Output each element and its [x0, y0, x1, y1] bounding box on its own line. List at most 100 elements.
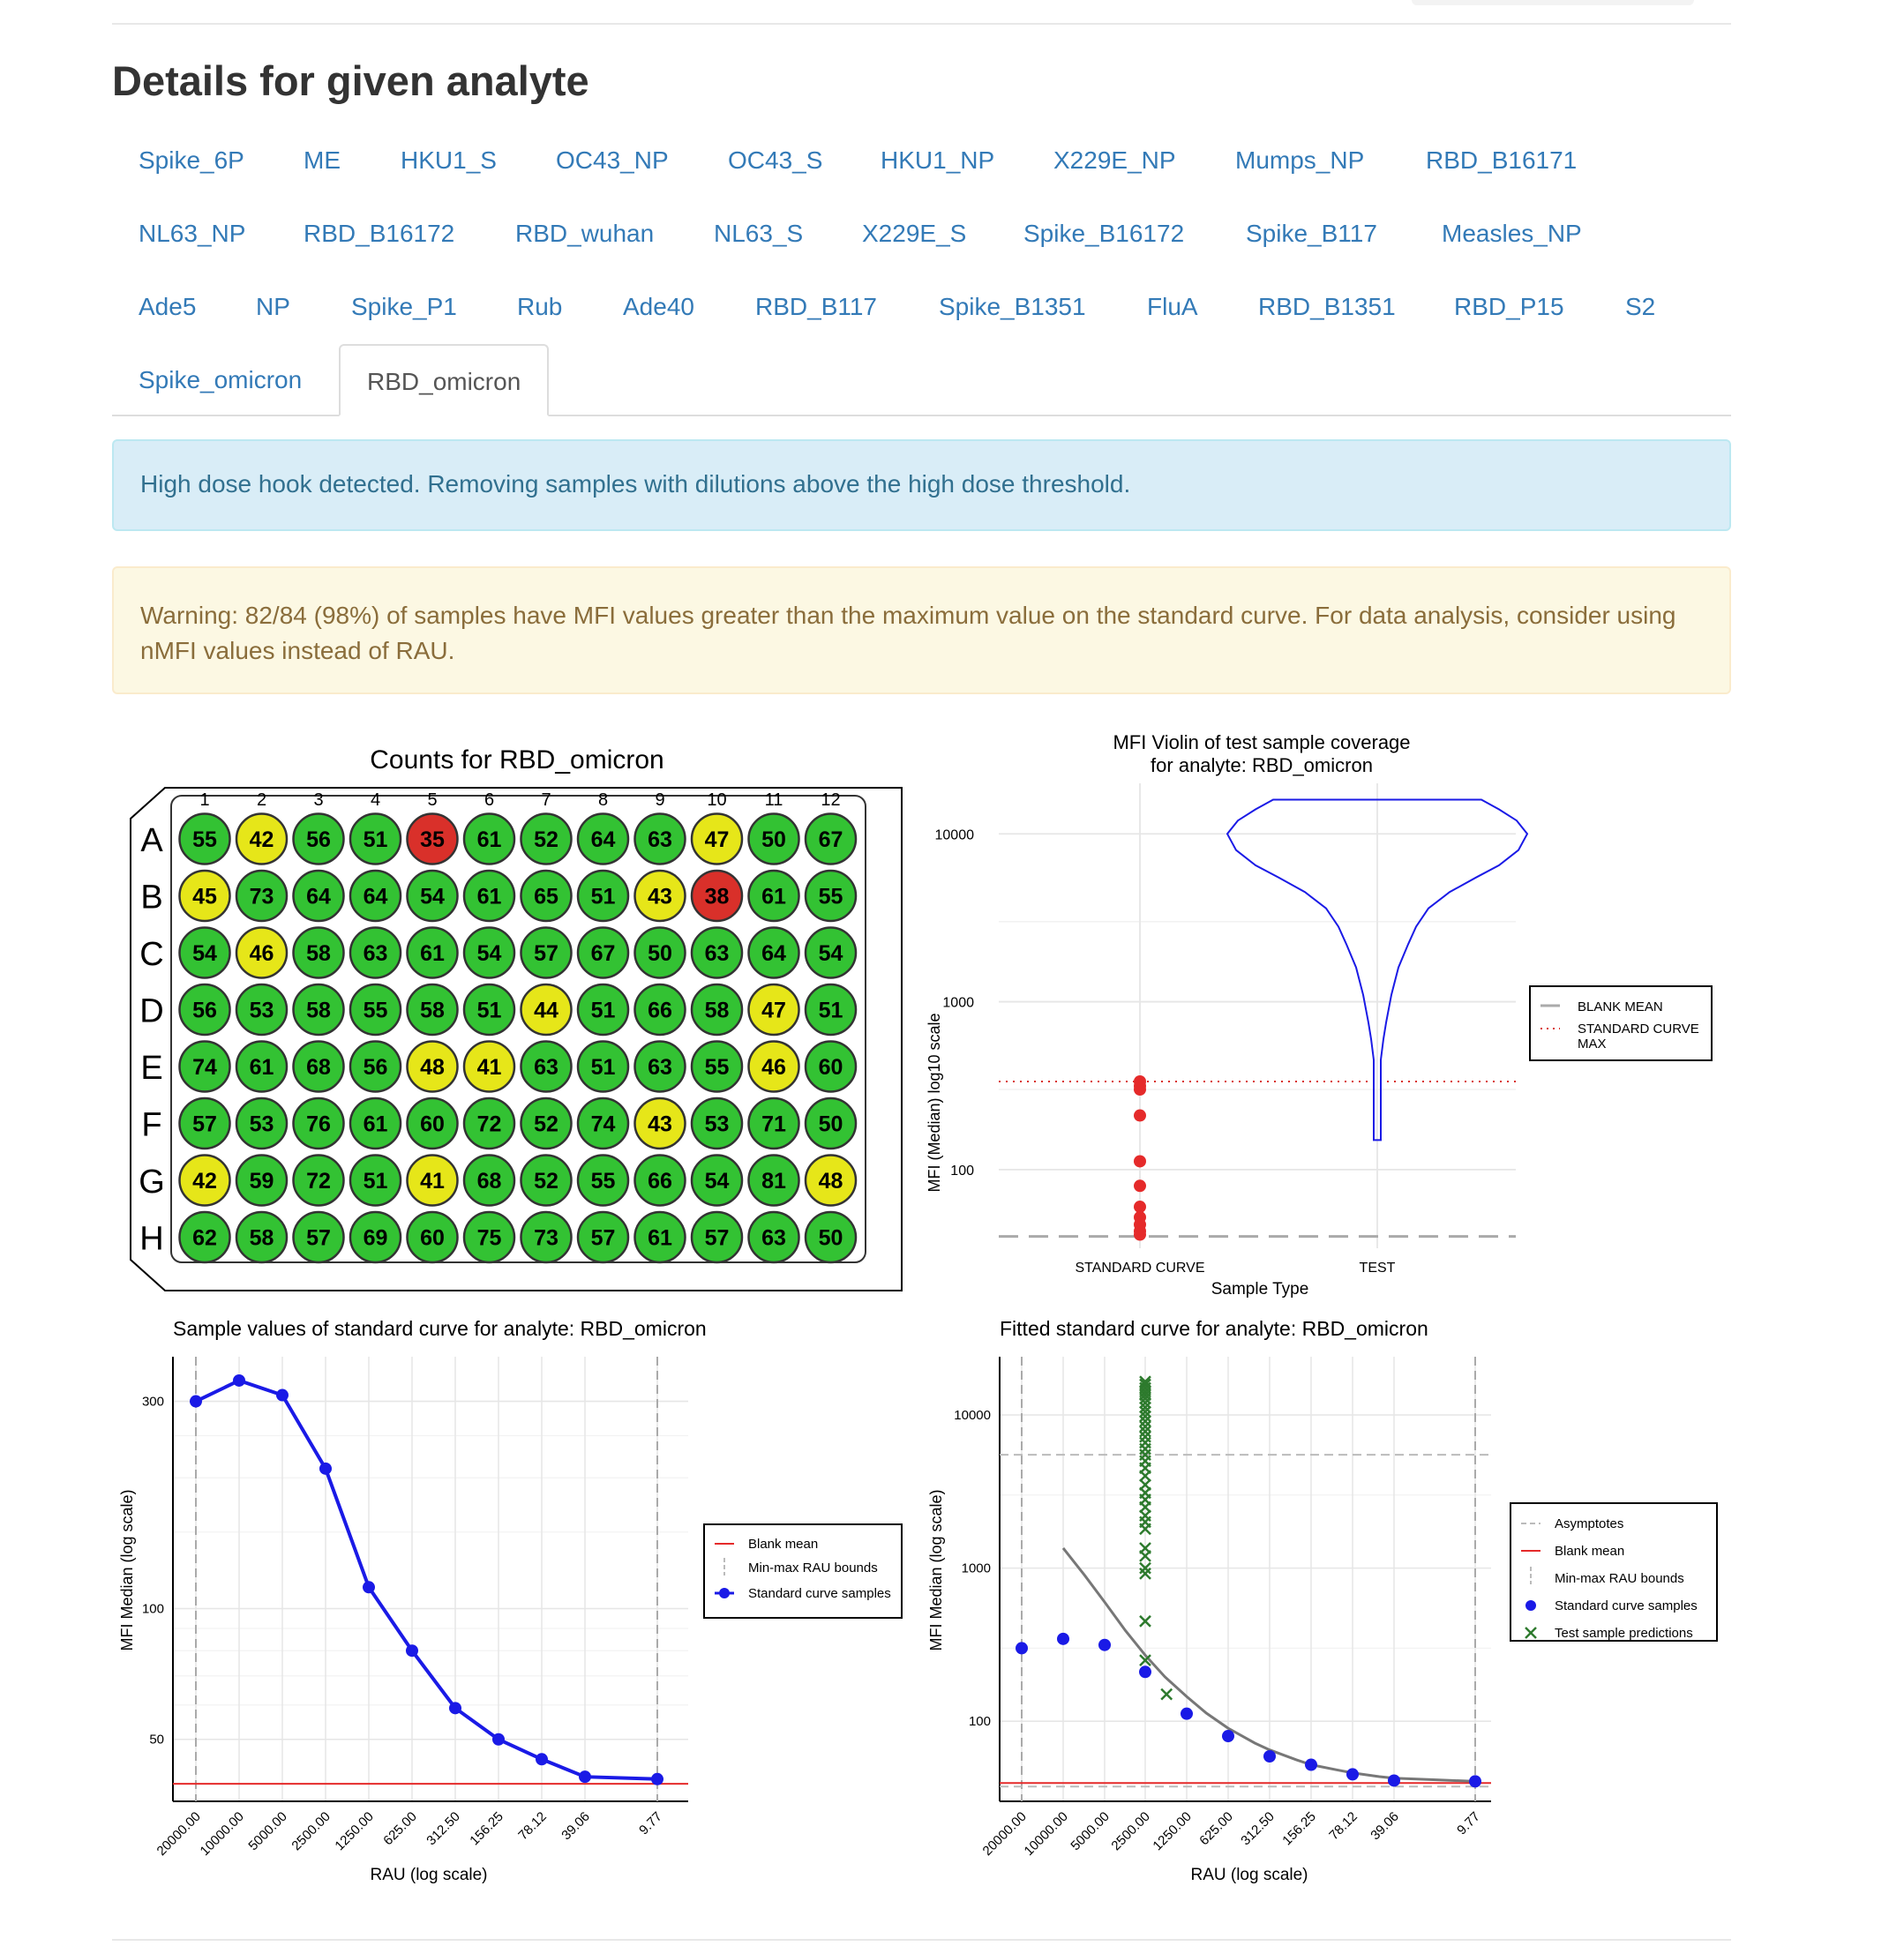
plate-well [633, 812, 686, 865]
tab-rbd_b1351[interactable]: RBD_B1351 [1258, 293, 1396, 320]
plate-well [520, 926, 573, 979]
standard-curve-sample [1305, 1758, 1317, 1771]
plate-well [292, 983, 345, 1037]
tab-rbd_wuhan[interactable]: RBD_wuhan [515, 220, 655, 247]
fitted-curve-chart: Fitted standard curve for analyte: RBD_o… [927, 1317, 1718, 1884]
plate-well [349, 1096, 402, 1150]
violin-chart: MFI Violin of test sample coverage for a… [926, 732, 1713, 1299]
plate-well [406, 1040, 459, 1093]
tab-rbd_b16171[interactable]: RBD_B16171 [1426, 146, 1578, 174]
plate-well-count: 68 [477, 1169, 502, 1194]
tab-x229e_np[interactable]: X229E_NP [1053, 146, 1176, 174]
plate-well-count: 73 [534, 1226, 558, 1251]
plate-well-count: 56 [306, 827, 331, 852]
tab-rbd_omicron-active[interactable]: RBD_omicron [339, 344, 550, 416]
tab-s2[interactable]: S2 [1625, 293, 1656, 320]
plate-well-count: 51 [591, 885, 616, 909]
plate-well-count: 52 [534, 1112, 558, 1137]
tab-ade40[interactable]: Ade40 [623, 293, 694, 320]
tab-rub[interactable]: Rub [517, 293, 563, 320]
tab-spike_b117[interactable]: Spike_B117 [1246, 220, 1377, 247]
plate-well [406, 1096, 459, 1150]
plate-well [747, 926, 800, 979]
tab-oc43_np[interactable]: OC43_NP [556, 146, 669, 174]
plate-row-label: H [139, 1221, 163, 1258]
tab-hku1_s[interactable]: HKU1_S [401, 146, 497, 174]
plate-well [690, 1154, 744, 1207]
tab-spike_6p[interactable]: Spike_6P [139, 146, 244, 174]
plate-well-count: 61 [477, 827, 502, 852]
tab-spike_p1[interactable]: Spike_P1 [351, 293, 457, 320]
plate-row-label: B [140, 879, 162, 917]
plate-well-count: 74 [591, 1112, 616, 1137]
tab-spike_omicron[interactable]: Spike_omicron [139, 366, 303, 393]
plate-inner [170, 795, 866, 1263]
standard-curve-sample [1346, 1768, 1359, 1781]
prediction-stroke [1139, 1568, 1151, 1580]
tab-np[interactable]: NP [256, 293, 290, 320]
fitted-curve [1061, 1547, 1476, 1783]
legend-key-samples [1525, 1600, 1536, 1611]
tab-rbd_b16172[interactable]: RBD_B16172 [304, 220, 455, 247]
tab-spike_b16172[interactable]: Spike_B16172 [1023, 220, 1185, 247]
plate-well [292, 812, 345, 865]
line-x-tick: 39.06 [558, 1809, 593, 1844]
violin-y-tick: 1000 [942, 996, 974, 1011]
line-y-tick: 100 [142, 1602, 164, 1617]
legend-key-predictions [1525, 1627, 1537, 1639]
line-x-tick: 2500.00 [289, 1809, 333, 1853]
prediction-stroke [1139, 1549, 1151, 1562]
tab-hku1_np[interactable]: HKU1_NP [881, 146, 995, 174]
plate-well-count: 74 [192, 1055, 217, 1080]
plate-well [690, 983, 744, 1037]
plate-well-count: 52 [534, 1169, 558, 1194]
tab-rbd_b117[interactable]: RBD_B117 [755, 293, 878, 320]
plate-well [690, 869, 744, 923]
plate-well [747, 869, 800, 923]
tab-nl63_s[interactable]: NL63_S [714, 220, 804, 247]
legend-label-bounds: Min-max RAU bounds [748, 1561, 878, 1576]
violin-xlabel: Sample Type [1211, 1280, 1309, 1299]
plate-well-count: 67 [591, 941, 616, 966]
plate-col-label: 8 [598, 790, 608, 810]
tab-measles_np[interactable]: Measles_NP [1442, 220, 1582, 247]
standard-curve-sample [1098, 1638, 1111, 1651]
fit-x-tick: 9.77 [1454, 1809, 1483, 1838]
plate-well-count: 60 [819, 1055, 843, 1080]
plate-well-count: 54 [705, 1169, 730, 1194]
tab-nl63_np[interactable]: NL63_NP [139, 220, 246, 247]
test-sample-prediction [1139, 1425, 1151, 1438]
tab-me[interactable]: ME [304, 146, 341, 174]
violin-y-tick: 100 [950, 1164, 974, 1179]
plate-well [690, 1210, 744, 1264]
plate-well-count: 57 [534, 941, 558, 966]
plate-well-count: 68 [306, 1055, 331, 1080]
tab-oc43_s[interactable]: OC43_S [728, 146, 823, 174]
tab-x229e_s[interactable]: X229E_S [862, 220, 967, 247]
standard-curve-point [1134, 1155, 1146, 1168]
bottom-divider [112, 1939, 1731, 1941]
prediction-stroke [1139, 1425, 1151, 1438]
plate-well-count: 58 [306, 941, 331, 966]
tab-flua[interactable]: FluA [1147, 293, 1198, 320]
plate-well [576, 926, 630, 979]
test-sample-prediction [1139, 1415, 1151, 1428]
plate-well [235, 1040, 289, 1093]
plate-well-count: 42 [192, 1169, 217, 1194]
plate-well-count: 51 [364, 827, 388, 852]
plate-well-count: 55 [819, 885, 843, 909]
plate-well-count: 57 [306, 1226, 331, 1251]
plate-well [178, 1210, 231, 1264]
tab-spike_b1351[interactable]: Spike_B1351 [939, 293, 1086, 320]
prediction-stroke [1139, 1396, 1151, 1410]
plate-well-count: 54 [420, 885, 445, 909]
plate-col-label: 9 [655, 790, 664, 810]
plate-well [690, 812, 744, 865]
tab-ade5[interactable]: Ade5 [139, 293, 197, 320]
plate-well-count: 55 [364, 999, 388, 1023]
plate-well [690, 1040, 744, 1093]
tab-mumps_np[interactable]: Mumps_NP [1235, 146, 1365, 174]
plate-col-label: 12 [821, 790, 840, 810]
plate-well-count: 47 [761, 999, 786, 1023]
tab-rbd_p15[interactable]: RBD_P15 [1454, 293, 1564, 320]
